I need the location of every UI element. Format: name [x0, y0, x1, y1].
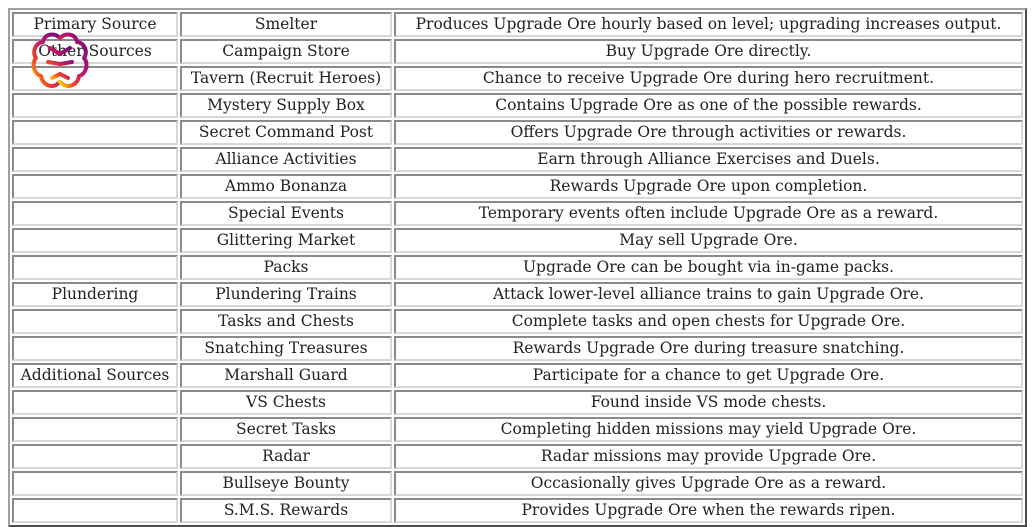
category-cell	[12, 228, 178, 253]
source-cell: Ammo Bonanza	[180, 174, 392, 199]
source-cell: Snatching Treasures	[180, 336, 392, 361]
table-row: Radar Radar missions may provide Upgrade …	[12, 444, 1023, 469]
description-cell: Earn through Alliance Exercises and Duel…	[394, 147, 1023, 172]
category-cell	[12, 417, 178, 442]
source-cell: Radar	[180, 444, 392, 469]
source-cell: Campaign Store	[180, 39, 392, 64]
description-cell: Provides Upgrade Ore when the rewards ri…	[394, 498, 1023, 523]
source-cell: Packs	[180, 255, 392, 280]
category-cell	[12, 93, 178, 118]
source-cell: Secret Command Post	[180, 120, 392, 145]
description-cell: Rewards Upgrade Ore during treasure snat…	[394, 336, 1023, 361]
category-cell: Additional Sources	[12, 363, 178, 388]
brain-logo-icon	[31, 32, 89, 90]
description-cell: Buy Upgrade Ore directly.	[394, 39, 1023, 64]
category-cell	[12, 174, 178, 199]
description-cell: Found inside VS mode chests.	[394, 390, 1023, 415]
table-row: S.M.S. Rewards Provides Upgrade Ore when …	[12, 498, 1023, 523]
description-cell: Temporary events often include Upgrade O…	[394, 201, 1023, 226]
description-cell: Produces Upgrade Ore hourly based on lev…	[394, 12, 1023, 37]
table-row: Packs Upgrade Ore can be bought via in-ga…	[12, 255, 1023, 280]
source-cell: VS Chests	[180, 390, 392, 415]
table-row: Bullseye Bounty Occasionally gives Upgrad…	[12, 471, 1023, 496]
category-cell	[12, 444, 178, 469]
category-cell	[12, 336, 178, 361]
source-cell: Smelter	[180, 12, 392, 37]
category-cell	[12, 471, 178, 496]
source-cell: Marshall Guard	[180, 363, 392, 388]
category-cell	[12, 201, 178, 226]
description-cell: Radar missions may provide Upgrade Ore.	[394, 444, 1023, 469]
source-cell: S.M.S. Rewards	[180, 498, 392, 523]
category-cell	[12, 147, 178, 172]
table-row: Ammo Bonanza Rewards Upgrade Ore upon com…	[12, 174, 1023, 199]
description-cell: Attack lower-level alliance trains to ga…	[394, 282, 1023, 307]
source-cell: Bullseye Bounty	[180, 471, 392, 496]
source-cell: Secret Tasks	[180, 417, 392, 442]
table-row: Primary Source Smelter Produces Upgrade Or…	[12, 12, 1023, 37]
table-row: Tavern (Recruit Heroes) Chance to receive…	[12, 66, 1023, 91]
table-row: Mystery Supply Box Contains Upgrade Ore a…	[12, 93, 1023, 118]
description-cell: Rewards Upgrade Ore upon completion.	[394, 174, 1023, 199]
source-cell: Tasks and Chests	[180, 309, 392, 334]
source-cell: Glittering Market	[180, 228, 392, 253]
description-cell: May sell Upgrade Ore.	[394, 228, 1023, 253]
source-cell: Alliance Activities	[180, 147, 392, 172]
description-cell: Chance to receive Upgrade Ore during her…	[394, 66, 1023, 91]
source-cell: Tavern (Recruit Heroes)	[180, 66, 392, 91]
category-cell: Plundering	[12, 282, 178, 307]
table-row: Snatching Treasures Rewards Upgrade Ore d…	[12, 336, 1023, 361]
description-cell: Completing hidden missions may yield Upg…	[394, 417, 1023, 442]
description-cell: Occasionally gives Upgrade Ore as a rewa…	[394, 471, 1023, 496]
description-cell: Upgrade Ore can be bought via in-game pa…	[394, 255, 1023, 280]
description-cell: Participate for a chance to get Upgrade …	[394, 363, 1023, 388]
category-cell	[12, 498, 178, 523]
category-cell	[12, 120, 178, 145]
description-cell: Offers Upgrade Ore through activities or…	[394, 120, 1023, 145]
table-row: VS Chests Found inside VS mode chests.	[12, 390, 1023, 415]
table-row: Other Sources Campaign Store Buy Upgrade O…	[12, 39, 1023, 64]
category-cell	[12, 390, 178, 415]
category-cell	[12, 309, 178, 334]
description-cell: Complete tasks and open chests for Upgra…	[394, 309, 1023, 334]
table-row: Plundering Plundering Trains Attack lower-…	[12, 282, 1023, 307]
upgrade-ore-sources-table: Primary Source Smelter Produces Upgrade Or…	[8, 8, 1027, 527]
category-cell	[12, 66, 178, 91]
description-cell: Contains Upgrade Ore as one of the possi…	[394, 93, 1023, 118]
source-cell: Plundering Trains	[180, 282, 392, 307]
category-cell: Primary Source	[12, 12, 178, 37]
table-row: Alliance Activities Earn through Alliance…	[12, 147, 1023, 172]
table-row: Special Events Temporary events often inc…	[12, 201, 1023, 226]
table-row: Glittering Market May sell Upgrade Ore.	[12, 228, 1023, 253]
category-cell: Other Sources	[12, 39, 178, 64]
source-cell: Mystery Supply Box	[180, 93, 392, 118]
table-row: Secret Tasks Completing hidden missions m…	[12, 417, 1023, 442]
category-cell	[12, 255, 178, 280]
table-row: Additional Sources Marshall Guard Particip…	[12, 363, 1023, 388]
source-cell: Special Events	[180, 201, 392, 226]
table-row: Tasks and Chests Complete tasks and open …	[12, 309, 1023, 334]
table-row: Secret Command Post Offers Upgrade Ore th…	[12, 120, 1023, 145]
